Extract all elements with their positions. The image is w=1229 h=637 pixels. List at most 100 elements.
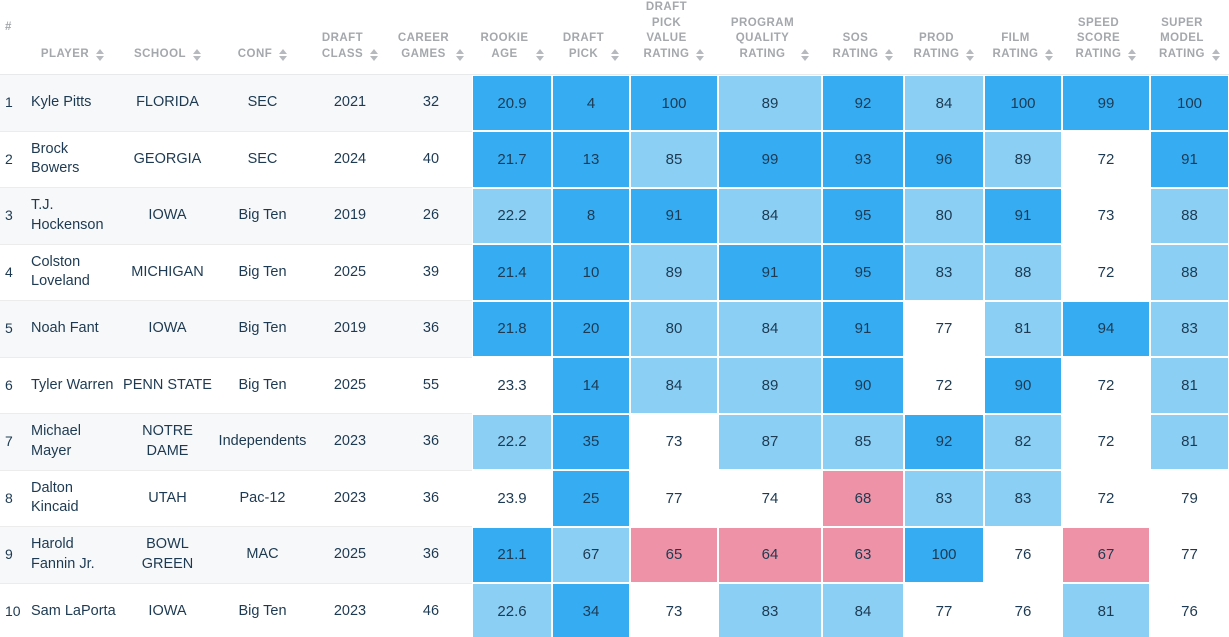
rating-value: 22.6	[473, 584, 551, 637]
rating-cell-speed-score-rating: 72	[1062, 357, 1150, 414]
school-cell: IOWA	[120, 187, 215, 245]
rating-value: 84	[823, 584, 903, 637]
rating-value: 73	[665, 602, 683, 620]
sort-icon[interactable]	[96, 49, 105, 62]
rating-cell-draft-pick: 14	[552, 357, 630, 414]
rating-cell-program-quality-rating: 91	[718, 244, 822, 301]
rating-value: 21.7	[473, 132, 551, 187]
rating-cell-sos-rating: 85	[822, 413, 904, 471]
rating-value: 84	[719, 301, 821, 357]
column-header-sos-rating[interactable]: SOS RATING	[822, 0, 904, 76]
rating-cell-draft-pick-value-rating: 80	[630, 300, 718, 358]
rating-cell-prod-rating: 92	[904, 413, 984, 471]
rating-value: 90	[985, 358, 1061, 413]
conference-cell: MAC	[215, 526, 310, 584]
rating-cell-rookie-age: 22.2	[472, 413, 552, 471]
rating-value: 76	[1181, 602, 1198, 620]
column-header-draft-pick-value-rating[interactable]: DRAFT PICK VALUE RATING	[630, 0, 718, 76]
column-label: CAREER GAMES	[397, 32, 450, 60]
rating-value: 67	[1063, 527, 1149, 583]
draft-class-cell: 2024	[310, 131, 390, 189]
sort-icon[interactable]	[370, 49, 379, 62]
rating-value: 81	[985, 301, 1061, 357]
player-name-cell: Tyler Warren	[25, 357, 120, 415]
rating-cell-program-quality-rating: 89	[718, 74, 822, 132]
school-cell: NOTRE DAME	[120, 413, 215, 471]
column-header-film-rating[interactable]: FILM RATING	[984, 0, 1062, 76]
rating-value: 76	[1014, 602, 1032, 620]
rating-value: 73	[665, 433, 683, 451]
rating-value: 88	[1151, 245, 1228, 300]
sort-icon[interactable]	[801, 49, 810, 62]
column-header-super-model-rating[interactable]: SUPER MODEL RATING	[1150, 0, 1229, 76]
sort-icon[interactable]	[535, 49, 544, 62]
rank-cell: 1	[0, 74, 25, 132]
header-row: # PLAYER SCHOOL CONF DRAFT CLASS CAREER GAMES…	[0, 0, 1229, 76]
draft-class-cell: 2019	[310, 300, 390, 358]
player-name-cell: Michael Mayer	[25, 413, 120, 471]
sort-icon[interactable]	[456, 49, 465, 62]
column-label: PLAYER	[40, 47, 90, 60]
column-header-draft-pick[interactable]: DRAFT PICK	[552, 0, 630, 76]
rating-value: 91	[1151, 132, 1228, 187]
column-header-player[interactable]: PLAYER	[25, 0, 120, 76]
career-games-cell: 36	[390, 300, 472, 358]
column-header-career-games[interactable]: CAREER GAMES	[390, 0, 472, 76]
rating-value: 72	[935, 376, 953, 394]
rating-cell-sos-rating: 63	[822, 526, 904, 584]
sort-icon[interactable]	[279, 49, 288, 62]
sort-icon[interactable]	[1128, 49, 1137, 62]
rating-value: 84	[719, 188, 821, 244]
school-cell: GEORGIA	[120, 131, 215, 189]
rating-cell-speed-score-rating: 73	[1062, 187, 1150, 245]
rating-value: 74	[761, 489, 779, 507]
column-header-speed-score-rating[interactable]: SPEED SCORE RATING	[1062, 0, 1150, 76]
rating-cell-rookie-age: 21.4	[472, 244, 552, 301]
rating-cell-speed-score-rating: 72	[1062, 470, 1150, 527]
rating-cell-speed-score-rating: 67	[1062, 526, 1150, 584]
sort-icon[interactable]	[611, 49, 620, 62]
rating-value: 100	[1151, 76, 1228, 131]
rating-cell-program-quality-rating: 84	[718, 300, 822, 358]
column-header-program-quality-rating[interactable]: PROGRAM QUALITY RATING	[718, 0, 822, 76]
rating-cell-sos-rating: 95	[822, 187, 904, 245]
column-header-conf[interactable]: CONF	[215, 0, 310, 76]
rating-value: 22.2	[473, 414, 551, 470]
column-label: DRAFT PICK VALUE RATING	[643, 1, 690, 60]
table-row: 6 Tyler Warren PENN STATE Big Ten 2025 55 23.3…	[0, 357, 1229, 415]
rating-cell-speed-score-rating: 72	[1062, 131, 1150, 188]
rank-cell: 4	[0, 244, 25, 302]
column-label: SUPER MODEL RATING	[1159, 16, 1205, 60]
rating-cell-film-rating: 81	[984, 300, 1062, 358]
career-games-cell: 36	[390, 413, 472, 471]
table-row: 3 T.J. Hockenson IOWA Big Ten 2019 26 22.2 8 91 8…	[0, 187, 1229, 245]
column-header-rookie-age[interactable]: ROOKIE AGE	[472, 0, 552, 76]
rating-value: 100	[985, 76, 1061, 131]
rating-value: 89	[719, 358, 821, 413]
rank-cell: 5	[0, 300, 25, 358]
column-header-draft-class[interactable]: DRAFT CLASS	[310, 0, 390, 76]
rating-value: 83	[1151, 301, 1228, 357]
rating-cell-draft-pick: 34	[552, 583, 630, 637]
rating-cell-film-rating: 82	[984, 413, 1062, 471]
sort-icon[interactable]	[192, 49, 201, 62]
sort-icon[interactable]	[1045, 49, 1054, 62]
column-header-school[interactable]: SCHOOL	[120, 0, 215, 76]
rating-cell-sos-rating: 91	[822, 300, 904, 358]
rating-value: 91	[719, 245, 821, 300]
rating-cell-super-model-rating: 76	[1150, 583, 1229, 637]
rating-value: 84	[631, 358, 717, 413]
player-name-cell: Brock Bowers	[25, 131, 120, 189]
rating-value: 91	[985, 188, 1061, 244]
rating-value: 8	[553, 188, 629, 244]
rating-value: 67	[553, 527, 629, 583]
sort-icon[interactable]	[885, 49, 894, 62]
sort-icon[interactable]	[1211, 49, 1220, 62]
draft-class-cell: 2025	[310, 357, 390, 415]
sort-icon[interactable]	[966, 49, 975, 62]
draft-class-cell: 2025	[310, 244, 390, 302]
rank-cell: 7	[0, 413, 25, 471]
sort-icon[interactable]	[696, 49, 705, 62]
column-header-prod-rating[interactable]: PROD RATING	[904, 0, 984, 76]
